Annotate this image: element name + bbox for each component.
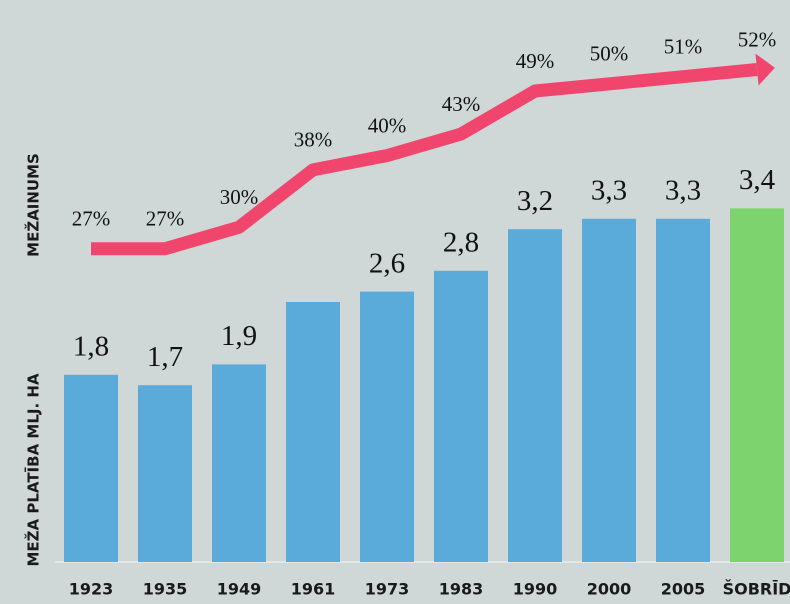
bar xyxy=(434,270,488,562)
bar xyxy=(730,208,784,562)
data-label: 38% xyxy=(294,128,333,152)
y2-axis-label: MEŽAINUMS xyxy=(24,153,43,257)
data-label: 49% xyxy=(516,49,555,73)
data-label: 2,6 xyxy=(369,247,405,279)
data-label: 43% xyxy=(442,92,481,116)
bar xyxy=(582,218,636,563)
line-arrowhead xyxy=(755,53,775,86)
data-label: 52% xyxy=(738,27,777,51)
data-label: 1,8 xyxy=(73,330,109,362)
bar xyxy=(212,364,266,562)
x-tick-label: 1983 xyxy=(439,580,484,599)
x-tick-label: 2000 xyxy=(587,580,632,599)
x-tick-label: 1973 xyxy=(365,580,410,599)
x-tick-label: 2005 xyxy=(661,580,706,599)
bar xyxy=(286,302,340,562)
line xyxy=(91,63,758,256)
x-tick-label: 1990 xyxy=(513,580,558,599)
data-label: 2,8 xyxy=(443,226,479,258)
data-label: 27% xyxy=(72,207,111,231)
x-tick-label: 1935 xyxy=(143,580,188,599)
data-label: 3,2 xyxy=(517,185,553,217)
data-label: 3,3 xyxy=(591,174,627,206)
bar xyxy=(138,385,192,562)
data-label: 27% xyxy=(146,207,185,231)
data-label: 1,9 xyxy=(221,320,257,352)
bar xyxy=(656,218,710,563)
bar xyxy=(64,374,118,562)
x-tick-label: 1923 xyxy=(69,580,114,599)
data-label: 3,4 xyxy=(739,164,776,196)
x-tick-label: ŠOBRĪD xyxy=(723,579,790,599)
x-tick-label: 1961 xyxy=(291,580,336,599)
bar xyxy=(508,229,562,562)
data-label: 3,3 xyxy=(665,174,701,206)
data-label: 40% xyxy=(368,113,407,137)
x-tick-label: 1949 xyxy=(217,580,262,599)
data-label: 30% xyxy=(220,185,259,209)
data-label: 1,7 xyxy=(147,341,183,373)
data-label: 50% xyxy=(590,42,629,66)
y-axis-label: MEŽA PLATĪBA MLJ. HA xyxy=(23,373,43,566)
data-label: 51% xyxy=(664,34,703,58)
bar xyxy=(360,291,414,562)
